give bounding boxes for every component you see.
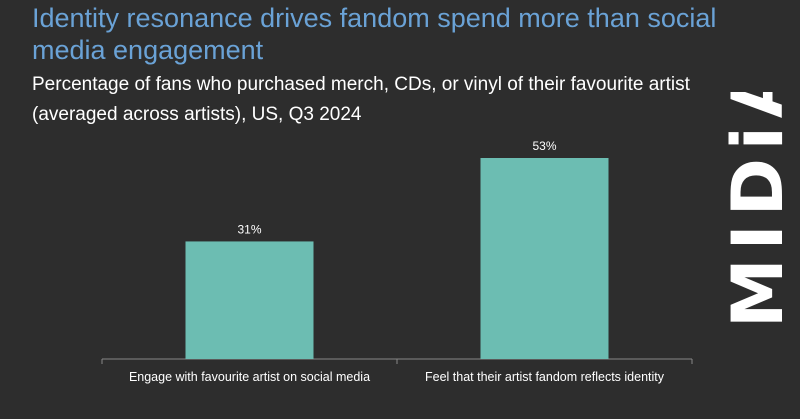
midia-logo: MIDiA xyxy=(717,92,799,328)
logo-text: MIDiA xyxy=(717,92,799,328)
chart-subtitle: Percentage of fans who purchased merch, … xyxy=(32,74,690,125)
data-label-1: 31% xyxy=(237,222,261,236)
bar-1 xyxy=(185,241,314,359)
bar-2 xyxy=(480,158,609,359)
chart-title: Identity resonance drives fandom spend m… xyxy=(32,3,717,65)
category-label-1: Engage with favourite artist on social m… xyxy=(129,370,370,384)
category-label-2: Feel that their artist fandom reflects i… xyxy=(425,370,665,384)
data-label-2: 53% xyxy=(532,139,556,153)
